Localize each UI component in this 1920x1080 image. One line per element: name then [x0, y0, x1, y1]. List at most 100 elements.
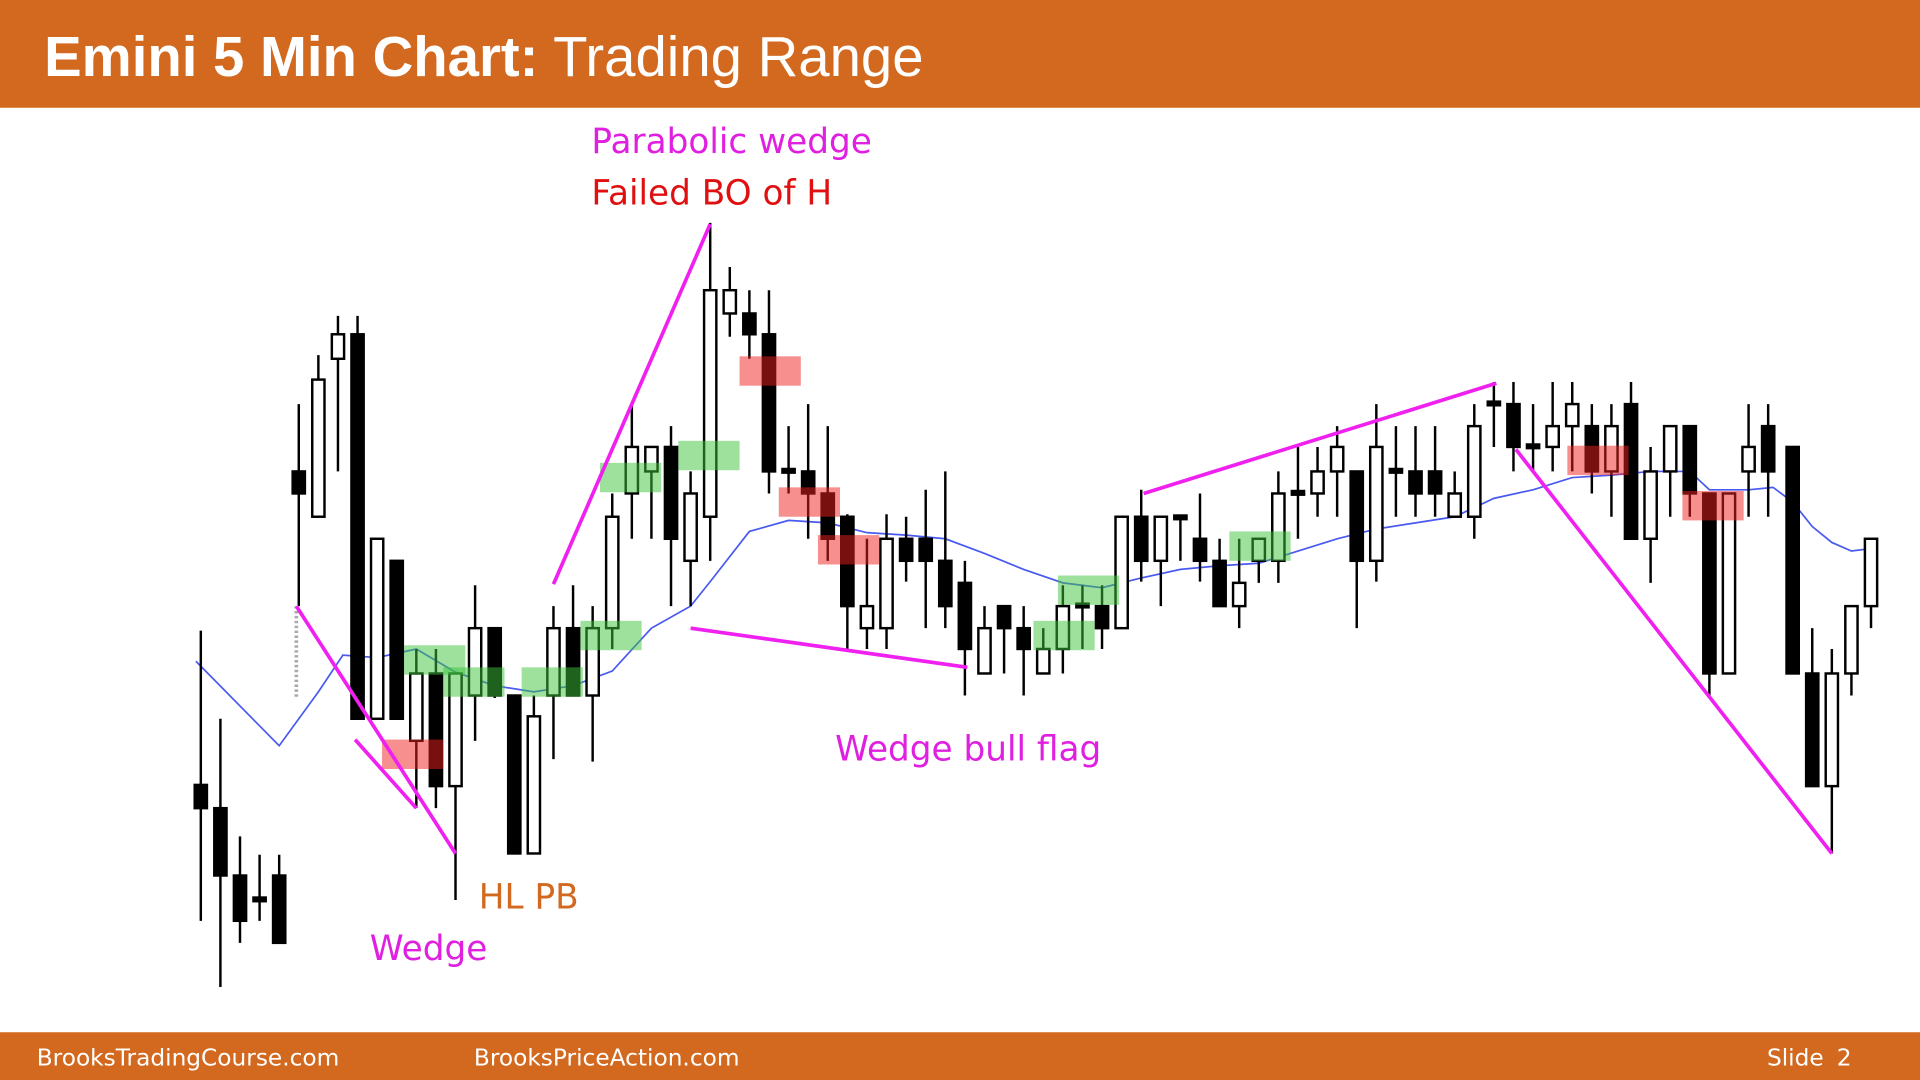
candle-body	[1721, 492, 1737, 675]
candle-body	[506, 694, 522, 855]
candle-body	[1525, 443, 1541, 450]
candle-body	[1785, 445, 1800, 675]
candle-body	[1094, 604, 1110, 630]
buy-zone	[580, 620, 642, 651]
trend-line	[353, 738, 418, 810]
sell-zone	[778, 487, 840, 517]
candle-body	[663, 445, 679, 540]
candle-body	[937, 559, 953, 608]
candle-body	[271, 874, 287, 945]
footer-band	[0, 1032, 1920, 1080]
candle-body	[350, 333, 365, 720]
buy-zone	[600, 462, 662, 493]
candle-body	[1760, 424, 1776, 473]
candle-body	[408, 672, 424, 743]
header-title: Emini 5 Min Chart: Trading Range	[44, 25, 923, 88]
footer-text: 2	[1837, 1044, 1852, 1071]
candle-body	[1662, 424, 1678, 473]
candle-body	[1016, 626, 1032, 651]
candle-body	[742, 312, 757, 336]
candle-body	[761, 333, 777, 473]
candle-body	[859, 604, 875, 630]
candle-body	[1506, 402, 1521, 449]
candle-body	[1173, 514, 1188, 521]
trend-line	[1143, 381, 1497, 496]
candle-body	[1466, 424, 1482, 518]
annotation: HL PB	[479, 878, 579, 918]
annotation: Failed BO of H	[591, 173, 832, 213]
candle-body	[604, 515, 620, 630]
trend-line	[1514, 448, 1834, 855]
candle-body	[683, 492, 698, 563]
candle-body	[918, 537, 934, 563]
candle-body	[977, 626, 992, 675]
candle-body	[1035, 647, 1051, 675]
candle-body	[1329, 445, 1345, 473]
sell-zone	[739, 356, 801, 386]
candle-body	[252, 896, 267, 903]
candle-body	[291, 470, 307, 495]
sell-zone	[817, 535, 880, 565]
annotation: Wedge bull flag	[835, 729, 1101, 769]
candle-body	[996, 604, 1012, 630]
footer-text: Slide	[1767, 1044, 1824, 1071]
candle-body	[1844, 604, 1859, 675]
candlestick-plot	[193, 222, 1879, 987]
sell-zone	[1682, 491, 1744, 521]
buy-zone	[678, 440, 740, 471]
footer-text: BrooksPriceAction.com	[474, 1044, 740, 1071]
candle-body	[957, 581, 973, 651]
trend-line	[690, 626, 968, 670]
candle-body	[232, 874, 248, 923]
candle-body	[1682, 424, 1698, 495]
candle-body	[1427, 470, 1443, 495]
candle-body	[1564, 402, 1580, 428]
candle-body	[702, 288, 718, 518]
ema-line	[195, 470, 1872, 748]
candle-body	[898, 537, 914, 563]
annotation: Wedge	[370, 929, 488, 969]
title-bold: Emini 5 Min Chart:	[44, 25, 538, 88]
candle-body	[389, 559, 405, 720]
candle-body	[722, 288, 738, 315]
buy-zone	[1057, 575, 1120, 605]
candle-body	[1824, 672, 1840, 788]
candle-body	[1643, 470, 1658, 540]
candle-body	[781, 467, 796, 474]
candle-body	[1702, 492, 1717, 675]
candle-body	[428, 672, 444, 788]
buy-zone	[443, 667, 505, 697]
candle-body	[1486, 400, 1502, 407]
candle-body	[193, 783, 209, 810]
candle-body	[1133, 515, 1149, 563]
candle-body	[213, 806, 228, 877]
candle-body	[1863, 537, 1879, 608]
candle-body	[1368, 445, 1384, 563]
candle-body	[1741, 445, 1756, 473]
candle-body	[311, 378, 326, 518]
candle-body	[1447, 492, 1463, 518]
candle-body	[1290, 489, 1306, 496]
candle-body	[1349, 470, 1365, 563]
candle-body	[1114, 515, 1129, 630]
candle-body	[1804, 672, 1820, 788]
header-band	[0, 0, 1920, 108]
candle-body	[1388, 467, 1404, 474]
buy-zone	[1033, 620, 1095, 651]
trend-line	[294, 605, 458, 855]
trend-line	[551, 223, 712, 585]
footer-text: BrooksTradingCourse.com	[37, 1044, 340, 1071]
buy-zone	[1229, 531, 1291, 561]
candle-body	[1231, 581, 1247, 608]
buy-zone	[521, 667, 583, 697]
candle-body	[1212, 559, 1227, 608]
annotation: Parabolic wedge	[591, 122, 871, 162]
candle-body	[369, 537, 385, 720]
candle-body	[1192, 537, 1208, 563]
candle-body	[1545, 424, 1560, 449]
candle-body	[526, 715, 542, 855]
candle-body	[879, 537, 894, 630]
title-rest: Trading Range	[553, 25, 923, 88]
